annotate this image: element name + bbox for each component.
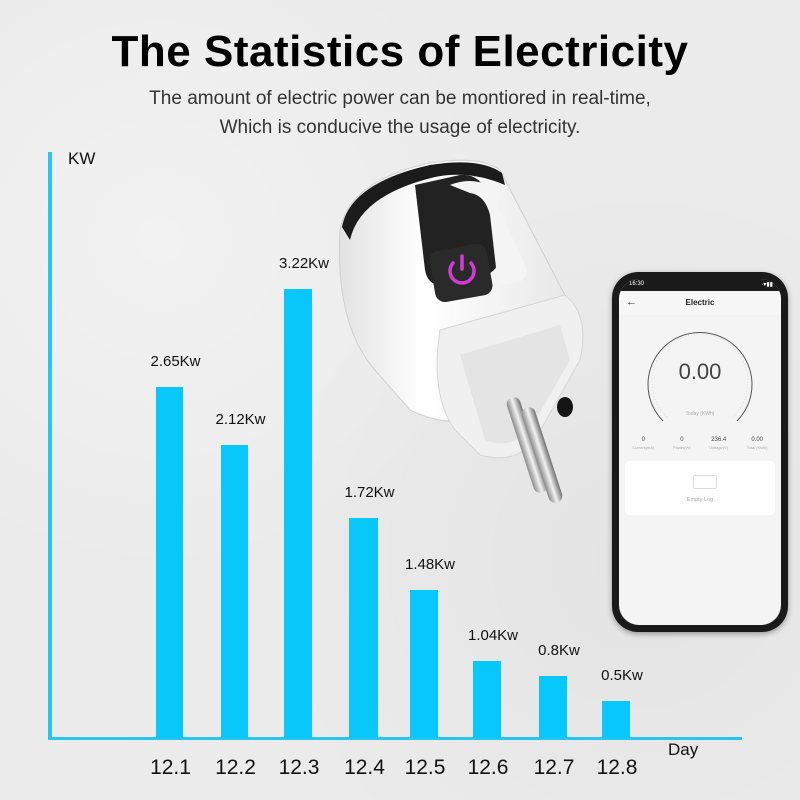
power-button (429, 243, 493, 303)
stats-row: 0 Current(mA) 0 Power(W) 236.4 Voltage(V… (623, 437, 777, 450)
empty-log-text: Empty Log (686, 497, 714, 503)
y-axis-label: KW (68, 149, 96, 168)
stat-label: Power(W) (672, 445, 691, 450)
bar-12.4 (349, 518, 378, 738)
empty-inbox-icon (693, 475, 717, 489)
bar-12.5 (410, 590, 438, 738)
stat-label: Current(mA) (632, 445, 655, 450)
x-axis (48, 737, 742, 740)
gauge-caption: Today (KWh) (685, 411, 715, 417)
bar-12.7 (539, 676, 567, 738)
stat-label: Voltage(V) (709, 445, 729, 450)
stat-current: 0 Current(mA) (632, 437, 654, 450)
app-header: ← Electric (619, 293, 781, 315)
phone-screen: 16:30 ·▾▮▮ ← Electric 0.00 Today (KWh) 0… (619, 279, 781, 625)
bar-12.3 (284, 289, 312, 738)
phone-mockup: 16:30 ·▾▮▮ ← Electric 0.00 Today (KWh) 0… (612, 272, 788, 632)
bar-value-label: 2.65Kw (150, 353, 201, 370)
x-tick-label: 12.2 (215, 756, 256, 779)
stat-total: 0.00 Total (KWh) (747, 437, 768, 450)
stat-value: 0.00 (751, 437, 764, 443)
bar-value-label: 1.04Kw (467, 627, 519, 644)
status-time: 16:30 (629, 281, 645, 287)
subtitle-line-1: The amount of electric power can be mont… (149, 88, 651, 109)
stat-value: 236.4 (711, 437, 727, 443)
subtitle-line-2: Which is conducive the usage of electric… (219, 117, 581, 138)
gauge-ring (647, 332, 753, 422)
stat-value: 0 (641, 437, 645, 443)
x-tick-label: 12.6 (467, 756, 509, 779)
bar-value-label: 1.48Kw (404, 556, 456, 573)
stat-label: Total (KWh) (746, 445, 768, 450)
bar-value-label: 0.8Kw (538, 642, 580, 659)
x-tick-label: 12.5 (404, 756, 446, 779)
log-card: Empty Log (625, 461, 775, 515)
bar-value-label: 0.5Kw (601, 667, 643, 684)
y-axis (48, 152, 52, 740)
bar-value-label: 3.22Kw (278, 255, 330, 272)
bar-value-label: 1.72Kw (344, 484, 395, 501)
bar-12.6 (473, 661, 501, 738)
gauge-value: 0.00 (678, 359, 722, 384)
bar-12.8 (602, 701, 630, 738)
stat-power: 0 Power(W) (673, 437, 691, 450)
x-tick-label: 12.1 (150, 756, 191, 779)
bar-value-label: 2.12Kw (215, 411, 266, 428)
stat-voltage: 236.4 Voltage(V) (709, 437, 728, 450)
x-axis-label: Day (668, 740, 699, 759)
back-arrow-icon[interactable]: ← (626, 296, 637, 308)
app-title: Electric (685, 298, 715, 307)
x-tick-label: 12.7 (533, 756, 575, 779)
smart-plug-illustration (338, 159, 584, 503)
page-title: The Statistics of Electricity (111, 27, 689, 76)
signal-battery-icon: ·▾▮▮ (761, 282, 773, 288)
stat-value: 0 (680, 437, 684, 443)
x-tick-label: 12.3 (278, 756, 320, 779)
x-tick-label: 12.8 (596, 756, 638, 779)
x-tick-label: 12.4 (344, 756, 385, 779)
bar-12.1 (156, 387, 183, 738)
power-icon (448, 254, 476, 285)
phone-notch (671, 279, 729, 291)
bar-12.2 (221, 445, 248, 738)
